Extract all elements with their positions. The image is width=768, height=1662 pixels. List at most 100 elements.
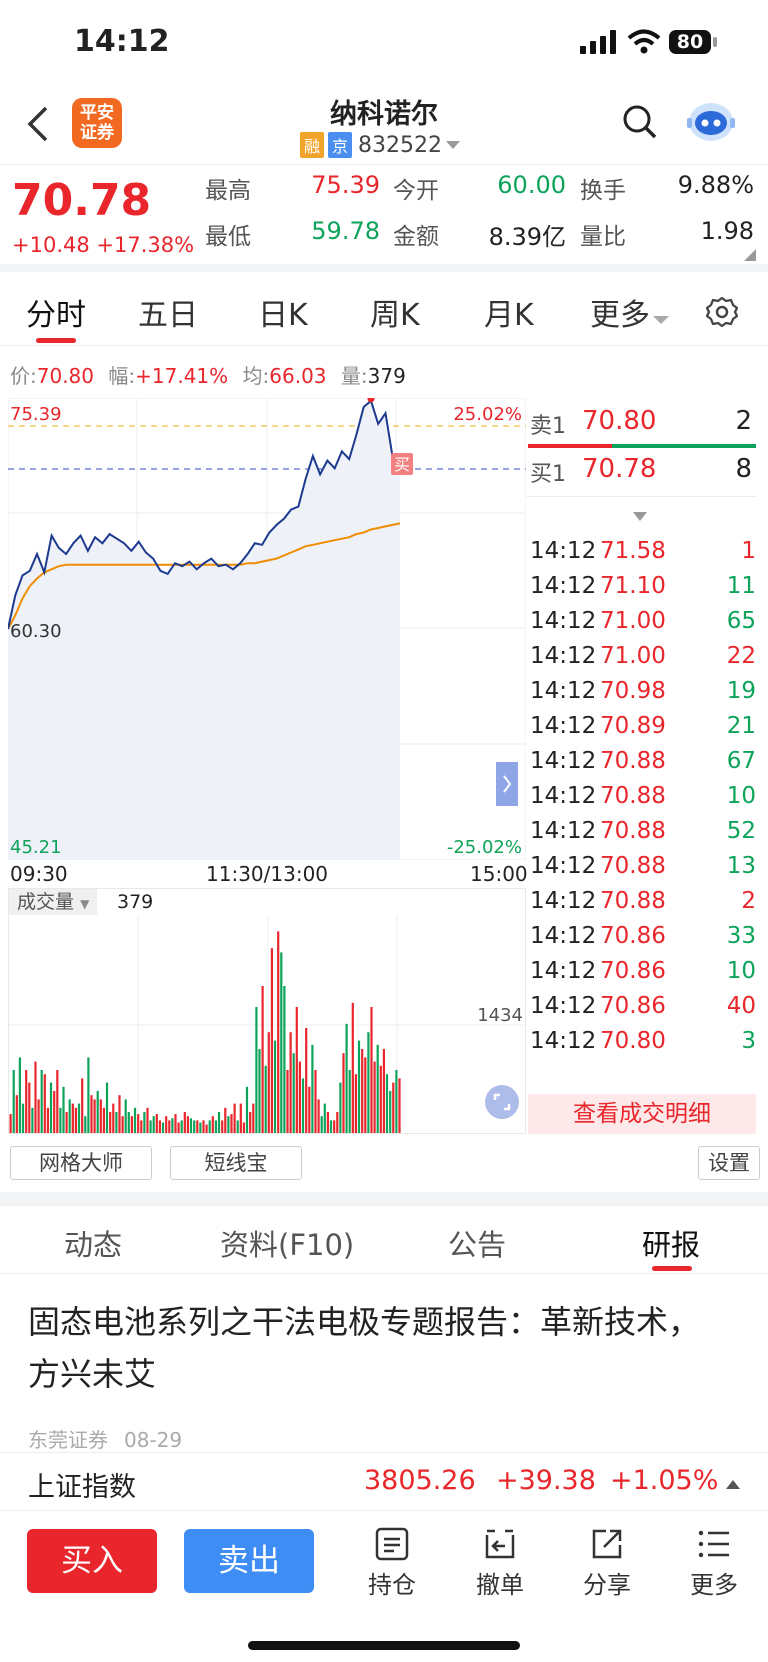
volume-bar	[152, 1116, 155, 1133]
trade-row: 14:12 70.89 21	[530, 713, 756, 750]
intraday-chart[interactable]: 买 75.39 25.02% 60.30 45.21 -25.02%	[8, 398, 526, 860]
expand-side-button[interactable]	[496, 762, 518, 806]
turnover-label: 换手	[580, 178, 626, 204]
robot-assistant-icon[interactable]	[686, 98, 736, 144]
info-vol: 379	[367, 364, 406, 388]
trade-price: 70.88	[600, 853, 666, 879]
volume-bar	[261, 986, 264, 1133]
stock-code-row[interactable]: 融 京 832522	[300, 132, 461, 158]
index-pct: +1.05%	[610, 1465, 719, 1496]
ask-price: 70.80	[582, 406, 657, 436]
stock-header: 平安证券 纳科诺尔 融 京 832522	[0, 86, 768, 164]
battery-icon: 80	[669, 30, 711, 54]
tab-more[interactable]: 更多	[590, 290, 669, 334]
fullscreen-button[interactable]	[485, 1085, 519, 1119]
volume-bar	[68, 1099, 71, 1133]
volume-bar	[189, 1118, 193, 1133]
caret-down-icon	[653, 316, 669, 324]
caret-down-icon[interactable]	[633, 512, 647, 522]
high-label: 最高	[205, 178, 251, 204]
sell-button[interactable]: 卖出	[184, 1529, 314, 1593]
tab-f10[interactable]: 资料(F10)	[220, 1228, 355, 1262]
cancel-order-button[interactable]: 撤单	[460, 1527, 540, 1600]
volume-bar	[28, 1082, 31, 1133]
volume-bar	[171, 1118, 174, 1133]
search-icon[interactable]	[622, 104, 658, 140]
volume-selector[interactable]: 成交量 ▼	[9, 889, 98, 915]
tab-announcement[interactable]: 公告	[448, 1228, 507, 1262]
tab-week-k[interactable]: 周K	[370, 298, 420, 333]
chart-tabs: 分时 五日 日K 周K 月K 更多	[0, 272, 768, 346]
holdings-button[interactable]: 持仓	[352, 1527, 432, 1600]
settings-button[interactable]: 设置	[698, 1146, 760, 1180]
trade-price: 70.98	[600, 678, 666, 704]
turnover-value: 9.88%	[677, 171, 754, 199]
volume-bar	[140, 1120, 143, 1133]
index-change: +39.38	[496, 1465, 596, 1496]
tab-month-k[interactable]: 月K	[484, 298, 534, 333]
volume-bar	[245, 1086, 249, 1133]
expand-corner-icon[interactable]	[744, 249, 756, 261]
volume-bar	[90, 1095, 93, 1133]
volume-bar	[305, 1028, 308, 1133]
gear-icon[interactable]	[706, 296, 738, 328]
short-line-button[interactable]: 短线宝	[170, 1146, 302, 1180]
volume-bar	[177, 1122, 180, 1133]
high-value: 75.39	[311, 171, 380, 199]
info-vol-label: 量:	[340, 364, 368, 388]
trade-qty: 13	[726, 853, 756, 879]
grid-master-button[interactable]: 网格大师	[10, 1146, 152, 1180]
volume-bar	[180, 1120, 183, 1133]
volume-bar	[143, 1112, 146, 1133]
volume-bar	[137, 1114, 140, 1133]
price-change: +10.48 +17.38%	[12, 233, 194, 257]
bottom-action-bar: 买入 卖出 持仓 撤单 分享 更多	[0, 1510, 768, 1662]
tab-intraday[interactable]: 分时	[26, 298, 86, 333]
divider	[0, 264, 768, 272]
volume-bar	[130, 1116, 133, 1133]
volume-bar	[320, 1116, 323, 1133]
vol-ratio-label: 量比	[580, 224, 626, 250]
index-ticker[interactable]: 上证指数 3805.26 +39.38 +1.05%	[0, 1452, 768, 1510]
volume-bar	[354, 1074, 357, 1133]
volume-bar	[398, 1078, 401, 1133]
volume-bar	[314, 1070, 317, 1133]
tab-news[interactable]: 动态	[64, 1228, 123, 1262]
trade-row: 14:12 70.88 10	[530, 783, 756, 820]
buy-button[interactable]: 买入	[27, 1529, 157, 1593]
tab-research[interactable]: 研报	[642, 1228, 701, 1262]
volume-bar	[392, 1082, 395, 1133]
volume-bar	[280, 952, 283, 1133]
price-line	[8, 399, 401, 630]
tab-day-k[interactable]: 日K	[258, 298, 308, 333]
open-label: 今开	[393, 178, 439, 204]
battery-level: 80	[676, 31, 704, 53]
trade-qty: 67	[726, 748, 756, 774]
volume-bar	[323, 1103, 326, 1133]
tab-five-day[interactable]: 五日	[138, 298, 198, 333]
volume-bar	[34, 1061, 37, 1133]
trade-row: 14:12 70.88 67	[530, 748, 756, 785]
trade-qty: 52	[726, 818, 756, 844]
trade-qty: 21	[726, 713, 756, 739]
volume-bar	[121, 1116, 124, 1133]
volume-bar	[124, 1099, 127, 1133]
share-button[interactable]: 分享	[567, 1527, 647, 1600]
more-button[interactable]: 更多	[674, 1527, 754, 1600]
back-icon[interactable]	[24, 104, 50, 144]
intraday-info: 价:70.80 幅:+17.41% 均:66.03 量:379	[10, 360, 406, 389]
view-trade-detail-button[interactable]: 查看成交明细	[528, 1094, 756, 1134]
last-price: 70.78	[12, 175, 152, 226]
trade-qty: 22	[726, 643, 756, 669]
buy-marker[interactable]	[391, 453, 413, 475]
volume-bar	[217, 1112, 221, 1133]
divider	[526, 496, 756, 497]
article-title[interactable]: 固态电池系列之干法电极专题报告：革新技术，方兴未艾	[28, 1303, 701, 1393]
trade-qty: 65	[726, 608, 756, 634]
amount-label: 金额	[393, 224, 439, 250]
caret-up-icon[interactable]	[726, 1479, 740, 1489]
volume-bar	[264, 1065, 267, 1133]
volume-bar	[252, 1103, 255, 1133]
volume-chart[interactable]: 成交量 ▼ 379 1434	[8, 888, 527, 1135]
volume-bar	[112, 1103, 115, 1133]
